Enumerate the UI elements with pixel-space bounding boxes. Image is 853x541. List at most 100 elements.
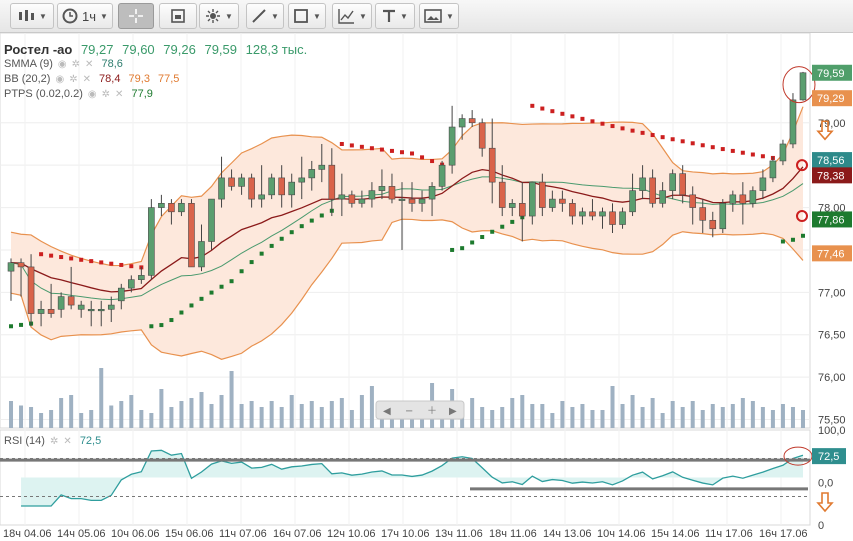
chart-type-button[interactable]: ▼ [10, 3, 54, 29]
ptps-dot [39, 252, 44, 257]
volume-bar [219, 395, 224, 428]
candle [669, 169, 676, 200]
ptps-dot [359, 144, 364, 149]
eye-icon[interactable]: ◉ [57, 59, 67, 70]
volume-bar [179, 401, 184, 428]
close-icon[interactable]: ✕ [63, 436, 72, 447]
ptps-dot [700, 143, 705, 148]
candle [649, 169, 656, 208]
candle [17, 258, 25, 297]
price-label-bg [812, 64, 852, 81]
timeframe-button[interactable]: 1ч ▼ [57, 3, 113, 29]
gear-icon[interactable]: ✲ [69, 74, 78, 85]
close-icon[interactable]: ✕ [82, 74, 91, 85]
close-icon[interactable]: ✕ [85, 59, 94, 70]
volume-bar [700, 410, 705, 428]
x-tick-label: 16ч 17.06 [759, 528, 808, 540]
eye-icon[interactable]: ◉ [87, 89, 97, 100]
marker-circle [796, 210, 808, 223]
candle [789, 93, 797, 149]
candle-body [238, 177, 245, 187]
text-tool-button[interactable]: ▼ [375, 3, 415, 29]
candle-body [669, 173, 676, 191]
candle-body [438, 164, 446, 187]
candle [689, 186, 697, 225]
volume-bar [319, 407, 324, 428]
volume-bar [510, 398, 515, 428]
gear-icon[interactable]: ✲ [101, 89, 110, 100]
candle-body [308, 169, 316, 179]
close-value: 79,59 [204, 42, 238, 57]
ptps-dot [600, 121, 605, 126]
candle [128, 275, 135, 293]
candle [579, 207, 586, 225]
candle [779, 139, 787, 166]
candle-body [128, 279, 135, 289]
volume-bar [610, 386, 615, 428]
candle [87, 300, 95, 327]
candle [328, 148, 336, 217]
crosshair-button[interactable] [118, 3, 154, 29]
gear-icon[interactable]: ✲ [49, 436, 59, 447]
price-label-text: 78,38 [817, 170, 845, 182]
indicators-button[interactable]: ▼ [199, 3, 239, 29]
candle [358, 190, 366, 208]
ptps-dot [159, 323, 164, 328]
volume-bar [69, 395, 74, 428]
candle [609, 203, 616, 233]
line-tool-icon [252, 9, 266, 23]
candle [278, 165, 285, 208]
candle-body [759, 177, 767, 191]
candle [699, 199, 707, 233]
candle-body [629, 190, 636, 213]
gear-icon[interactable]: ✲ [71, 59, 81, 70]
shape-tool-button[interactable]: ▼ [288, 3, 326, 29]
price-tick-label: 75,50 [818, 415, 846, 427]
candle-body [589, 211, 596, 217]
candle-body [408, 198, 416, 204]
ptps-dot [389, 148, 394, 153]
ptps-dot [379, 147, 384, 152]
close-icon[interactable]: ✕ [115, 89, 124, 100]
zoom-box-button[interactable] [159, 3, 197, 29]
high-value: 79,60 [122, 42, 155, 57]
candle-body [699, 207, 707, 221]
candles-icon [19, 10, 35, 21]
candle [198, 224, 205, 272]
shape-tool-icon [294, 9, 308, 23]
ptps-dot [430, 159, 435, 164]
candle [77, 300, 85, 318]
price-tick-label: 76,00 [818, 372, 846, 384]
price-label-bg [812, 245, 852, 262]
line-tool-button[interactable]: ▼ [246, 3, 284, 29]
eye-icon[interactable]: ◉ [55, 74, 65, 85]
zoom-widget-button: ◀ [383, 406, 391, 417]
candle-body [398, 198, 406, 201]
zoom-widget: ◀ − ＋ ▶ [375, 400, 465, 420]
candle-body [218, 177, 225, 200]
ptps-dot [199, 296, 204, 301]
rsi-legend: RSI (14) ✲ ✕ 72,5 [4, 435, 106, 447]
candle [498, 165, 506, 217]
volume-bar [209, 404, 214, 428]
candle [338, 173, 346, 217]
candle [719, 199, 727, 233]
zoom-widget-button: ▶ [449, 406, 457, 417]
x-tick-label: 14ч 05.06 [57, 528, 106, 540]
volume-bar [359, 395, 364, 428]
fib-tool-button[interactable]: ▼ [332, 3, 372, 29]
candle-body [418, 198, 426, 204]
chart-area[interactable]: 79,0078,5078,0077,5077,0076,5076,0075,50… [0, 33, 853, 541]
candle [57, 292, 65, 318]
candle-body [488, 147, 496, 183]
volume-bar [339, 398, 344, 428]
candle [589, 199, 596, 221]
candle [418, 190, 426, 212]
ptps-dot [189, 303, 194, 308]
candle [388, 173, 396, 204]
ptps-dot [339, 141, 344, 146]
candle-body [338, 194, 346, 200]
image-button[interactable]: ▼ [419, 3, 459, 29]
volume-bar [720, 407, 725, 428]
candle [117, 283, 125, 310]
